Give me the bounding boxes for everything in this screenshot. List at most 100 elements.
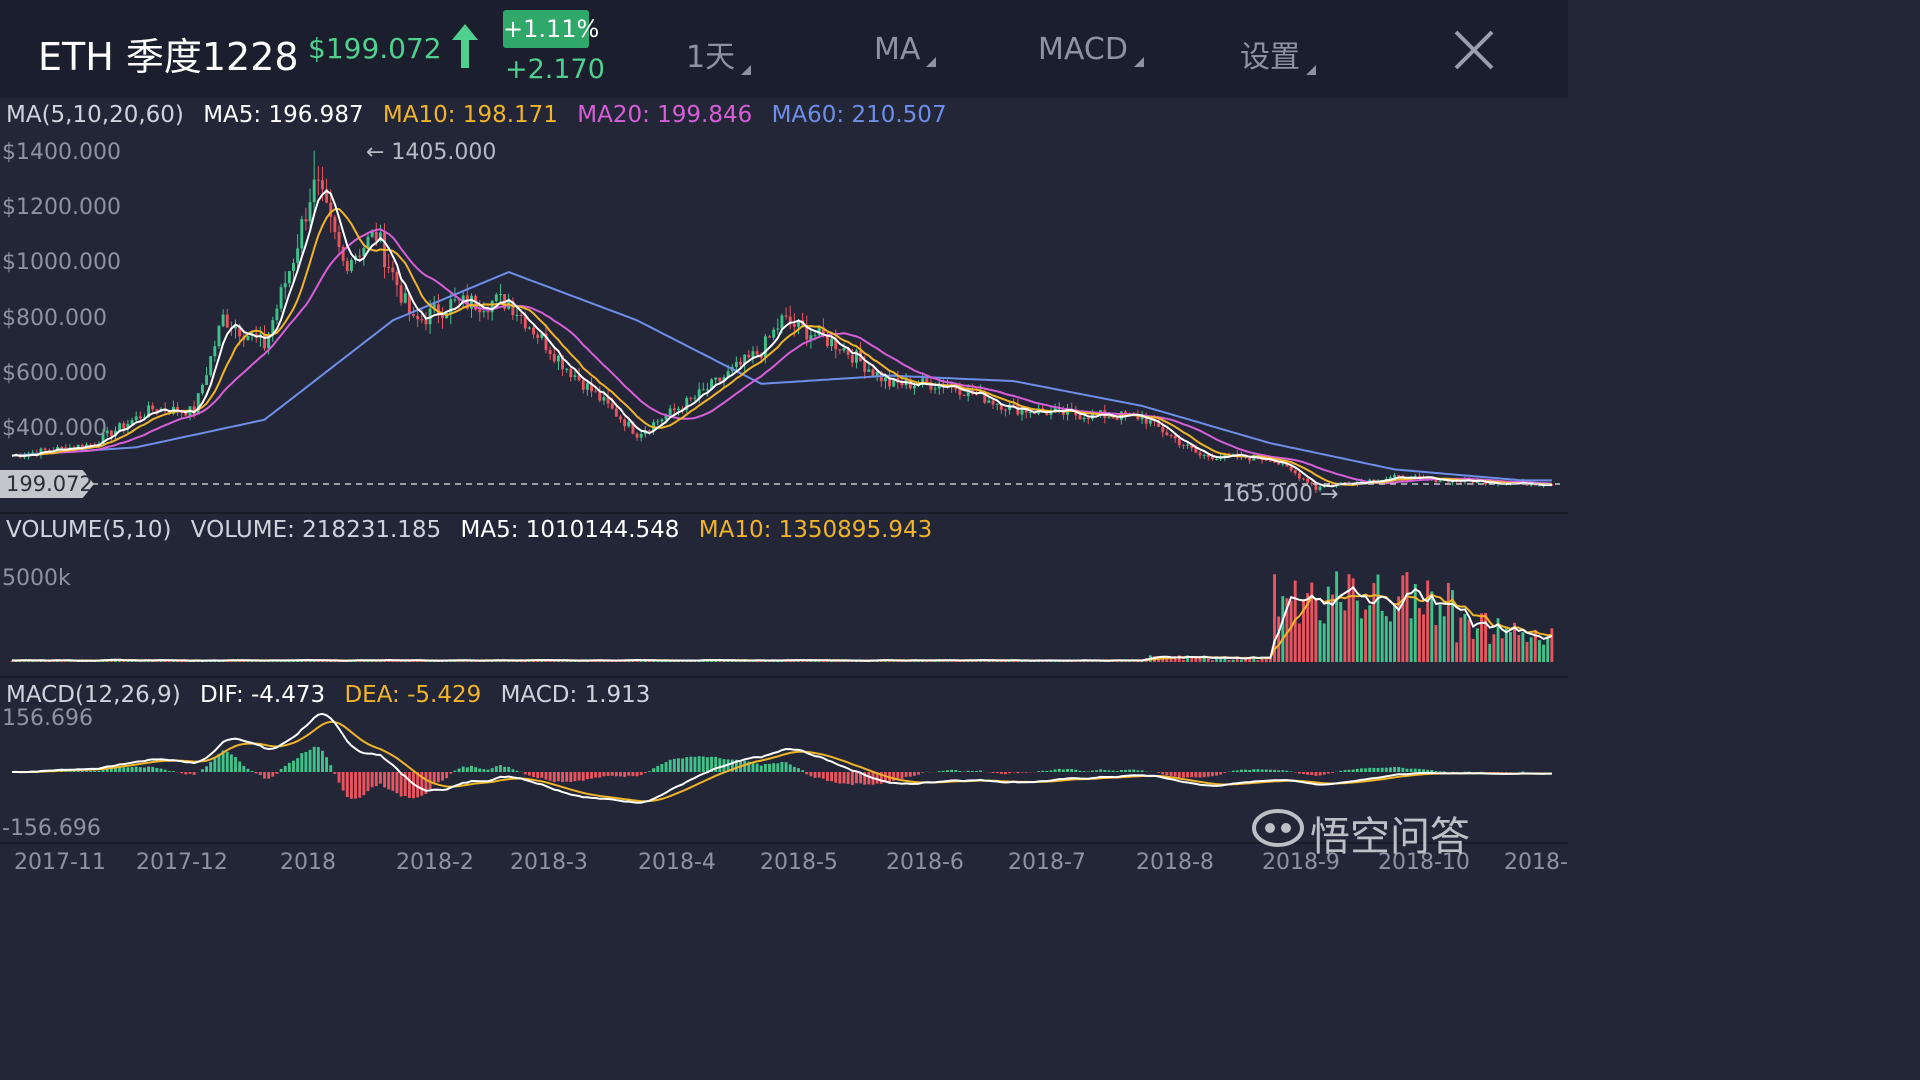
candle-body: [544, 333, 548, 350]
macd-bar: [991, 772, 995, 773]
macd-bar: [921, 772, 925, 773]
ma-dropdown[interactable]: MA: [874, 32, 937, 67]
candle-body: [494, 294, 498, 302]
volume-bar: [1393, 604, 1397, 662]
macd-bar: [859, 772, 863, 784]
volume-bar: [1438, 604, 1442, 662]
macd-bar: [755, 763, 759, 772]
close-icon[interactable]: [1450, 26, 1498, 74]
candle-body: [788, 316, 792, 324]
volume-bar: [1289, 600, 1293, 662]
kline-chart[interactable]: [0, 0, 1568, 882]
candle-body: [1053, 408, 1057, 411]
candle-body: [499, 294, 502, 296]
ma-label: MA: [874, 32, 921, 67]
macd-bar: [565, 772, 569, 782]
macd-dropdown[interactable]: MACD: [1038, 32, 1144, 67]
macd-bar: [1248, 769, 1252, 772]
macd-bar: [768, 763, 771, 772]
candle-body: [1289, 466, 1293, 471]
macd-bar: [474, 767, 478, 772]
x-tick: 2018-3: [510, 850, 588, 875]
macd-bar: [234, 757, 237, 772]
macd-bar: [784, 762, 788, 772]
macd-bar: [494, 766, 498, 772]
candle-body: [532, 327, 536, 335]
candle-body: [134, 416, 138, 421]
macd-bar: [1310, 772, 1314, 776]
ma20-value: MA20: 199.846: [577, 102, 753, 128]
volume-bar: [1161, 657, 1165, 662]
macd-bar: [461, 766, 465, 772]
candle-body: [921, 378, 925, 385]
candle-body: [710, 379, 714, 390]
macd-bar: [743, 760, 747, 772]
macd-bar: [970, 770, 974, 772]
macd-bar: [668, 759, 672, 772]
interval-dropdown[interactable]: 1天: [686, 32, 752, 76]
macd-bar: [772, 763, 776, 772]
macd-bar: [279, 768, 283, 772]
candle-body: [465, 295, 469, 309]
macd-bar: [101, 769, 105, 772]
macd-bar: [1384, 767, 1388, 772]
macd-bar: [681, 758, 685, 772]
macd-bar: [362, 772, 366, 796]
macd-bar: [577, 772, 581, 781]
macd-bar: [420, 772, 424, 796]
macd-bar: [184, 772, 188, 775]
volume-bar: [1268, 657, 1272, 662]
macd-bar: [1273, 769, 1276, 772]
candle-body: [209, 356, 213, 376]
candle-body: [109, 430, 113, 437]
candle-body: [122, 423, 126, 429]
macd-bar: [1016, 772, 1020, 774]
candle-body: [1306, 478, 1310, 483]
candle-body: [1194, 448, 1198, 453]
candle-body: [734, 361, 738, 367]
ma60-value: MA60: 210.507: [771, 102, 947, 128]
macd-bar: [151, 766, 155, 772]
macd-bar: [1169, 772, 1173, 776]
macd-bar: [192, 772, 196, 775]
candle-body: [1537, 485, 1541, 487]
price-tick: $800.000: [2, 306, 107, 331]
candle-body: [482, 311, 486, 313]
macd-bar: [883, 772, 887, 783]
macd-bar: [1438, 771, 1442, 772]
macd-bar: [200, 769, 204, 772]
macd-bar: [838, 772, 842, 784]
macd-bar: [109, 768, 113, 772]
volume-legend-label: VOLUME(5,10): [6, 517, 172, 543]
macd-bar: [1376, 767, 1380, 772]
macd-bar: [1521, 771, 1525, 772]
candle-body: [358, 255, 362, 257]
candle-body: [995, 403, 999, 405]
candle-body: [619, 416, 622, 420]
macd-bar: [242, 765, 246, 772]
macd-bar: [1426, 769, 1430, 772]
macd-bar: [635, 772, 639, 777]
macd-bar: [155, 767, 159, 772]
candle-body: [1331, 484, 1334, 486]
candle-body: [846, 347, 850, 355]
macd-bar: [631, 772, 635, 777]
macd-bar: [573, 772, 577, 782]
macd-bar: [1074, 769, 1078, 772]
candle-body: [296, 248, 300, 263]
settings-dropdown[interactable]: 设置: [1240, 32, 1316, 76]
volume-value: VOLUME: 218231.185: [190, 517, 442, 543]
macd-bar: [805, 772, 809, 775]
volume-bar: [1372, 583, 1376, 662]
candle-body: [176, 406, 180, 413]
volume-bar: [917, 660, 920, 662]
candle-body: [1136, 414, 1140, 420]
volume-bar: [656, 660, 660, 662]
candle-body: [213, 346, 217, 357]
macd-bar: [105, 768, 109, 772]
macd-bar: [1090, 770, 1094, 772]
volume-bar: [1463, 614, 1467, 662]
macd-bar: [797, 768, 800, 772]
candle-body: [130, 420, 134, 424]
candle-body: [1157, 420, 1161, 427]
